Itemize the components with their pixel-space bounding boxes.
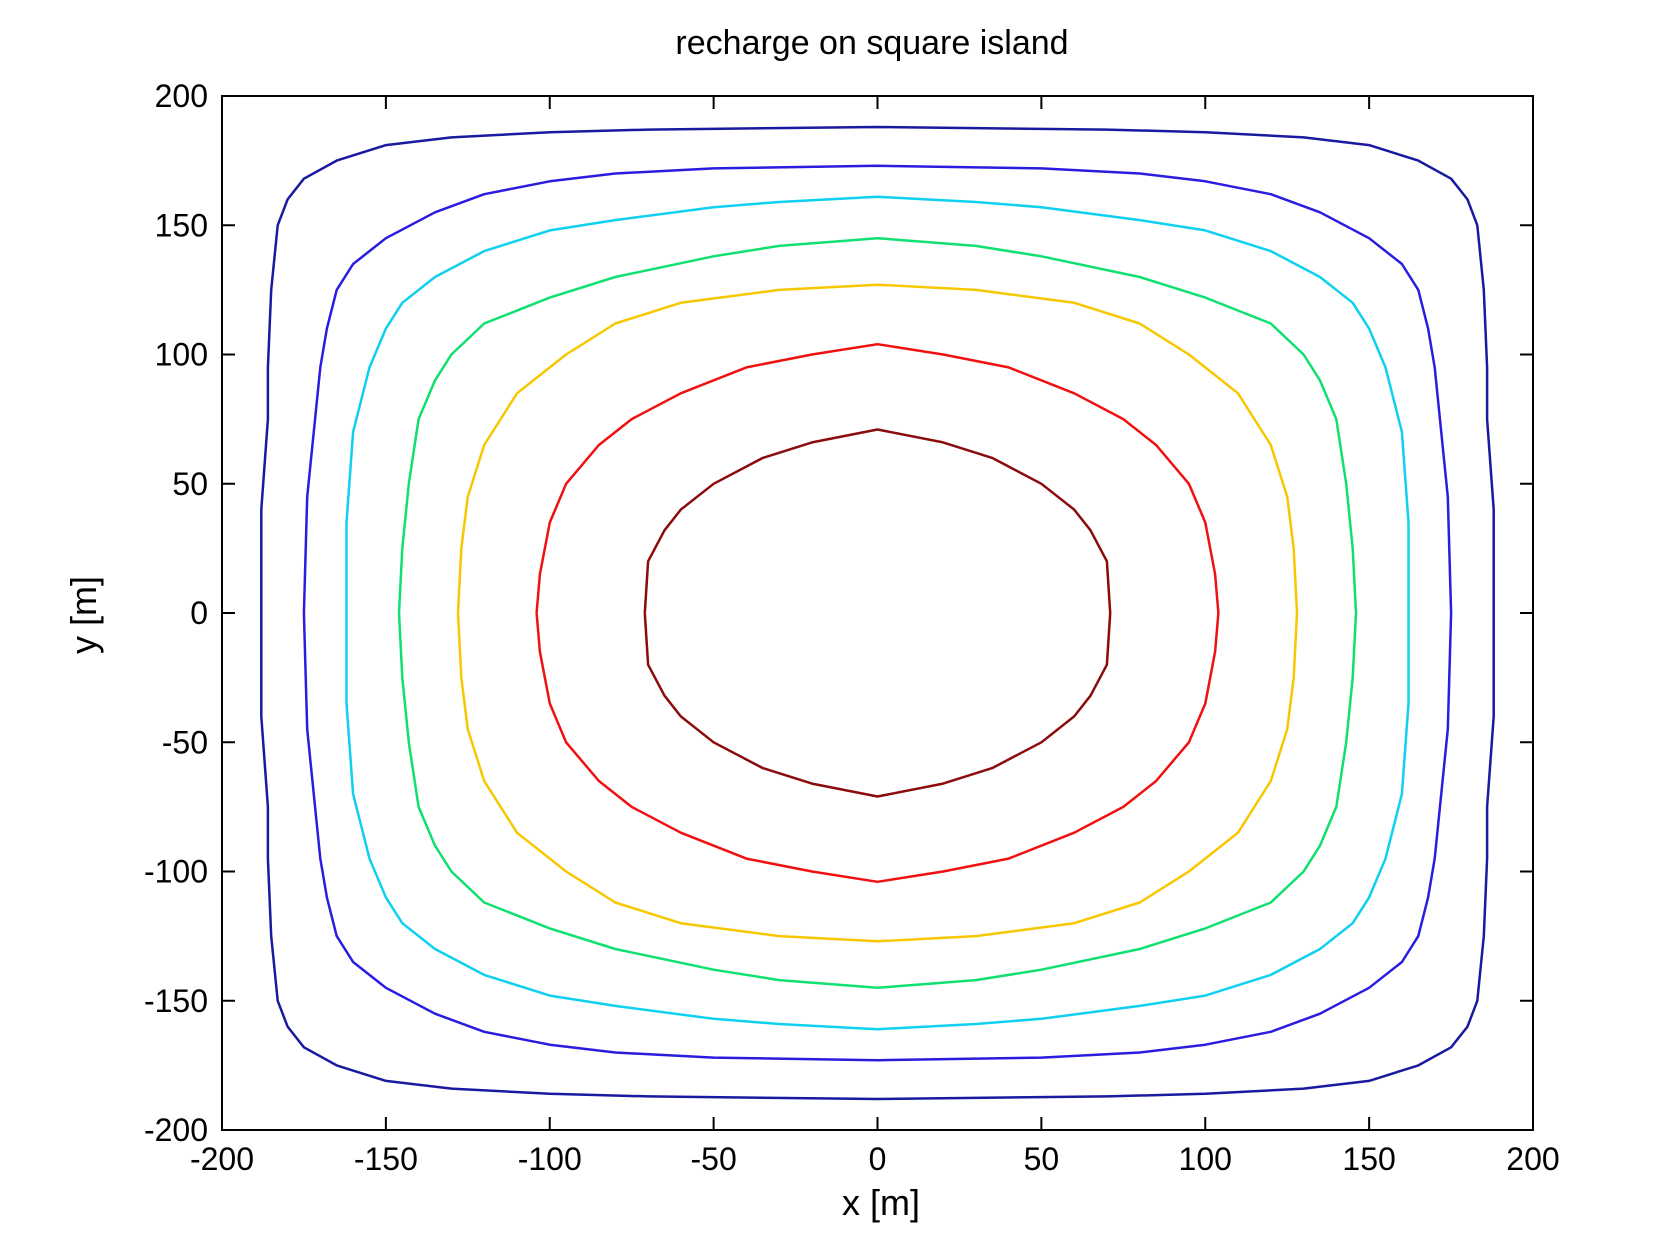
x-tick-label: -150 xyxy=(354,1141,418,1177)
x-tick-label: 0 xyxy=(869,1141,887,1177)
contour-line-3 xyxy=(345,195,1410,1031)
x-tick-label: -100 xyxy=(518,1141,582,1177)
x-axis-label: x [m] xyxy=(842,1182,920,1223)
y-axis-ticks: -200 -150 -100 -50 0 50 100 150 200 xyxy=(144,78,1533,1148)
contour-line-1 xyxy=(260,125,1495,1101)
contour-line-4 xyxy=(397,236,1358,990)
y-tick-label: 150 xyxy=(155,207,208,243)
contour-line-6 xyxy=(535,342,1220,884)
x-tick-label: 200 xyxy=(1506,1141,1559,1177)
chart-title: recharge on square island xyxy=(675,24,1068,62)
plot-area: -200 -150 -100 -50 0 50 100 150 200 -200 -150 -100… xyxy=(144,78,1560,1177)
y-tick-label: -100 xyxy=(144,854,208,890)
contour-line-7 xyxy=(643,428,1112,798)
x-tick-label: 50 xyxy=(1024,1141,1060,1177)
contour-line-5 xyxy=(456,283,1299,943)
y-tick-label: 50 xyxy=(172,466,208,502)
x-axis-ticks: -200 -150 -100 -50 0 50 100 150 200 xyxy=(190,96,1560,1177)
x-tick-label: -50 xyxy=(691,1141,737,1177)
contour-lines xyxy=(260,125,1495,1101)
x-tick-label: 100 xyxy=(1179,1141,1232,1177)
x-tick-label: 150 xyxy=(1342,1141,1395,1177)
y-tick-label: 0 xyxy=(190,595,208,631)
y-axis-label: y [m] xyxy=(63,576,104,654)
y-tick-label: 100 xyxy=(155,337,208,373)
y-tick-label: 200 xyxy=(155,78,208,114)
x-tick-label: -200 xyxy=(190,1141,254,1177)
contour-line-2 xyxy=(302,164,1453,1062)
y-tick-label: -150 xyxy=(144,983,208,1019)
y-tick-label: -50 xyxy=(162,724,208,760)
y-tick-label: -200 xyxy=(144,1112,208,1148)
